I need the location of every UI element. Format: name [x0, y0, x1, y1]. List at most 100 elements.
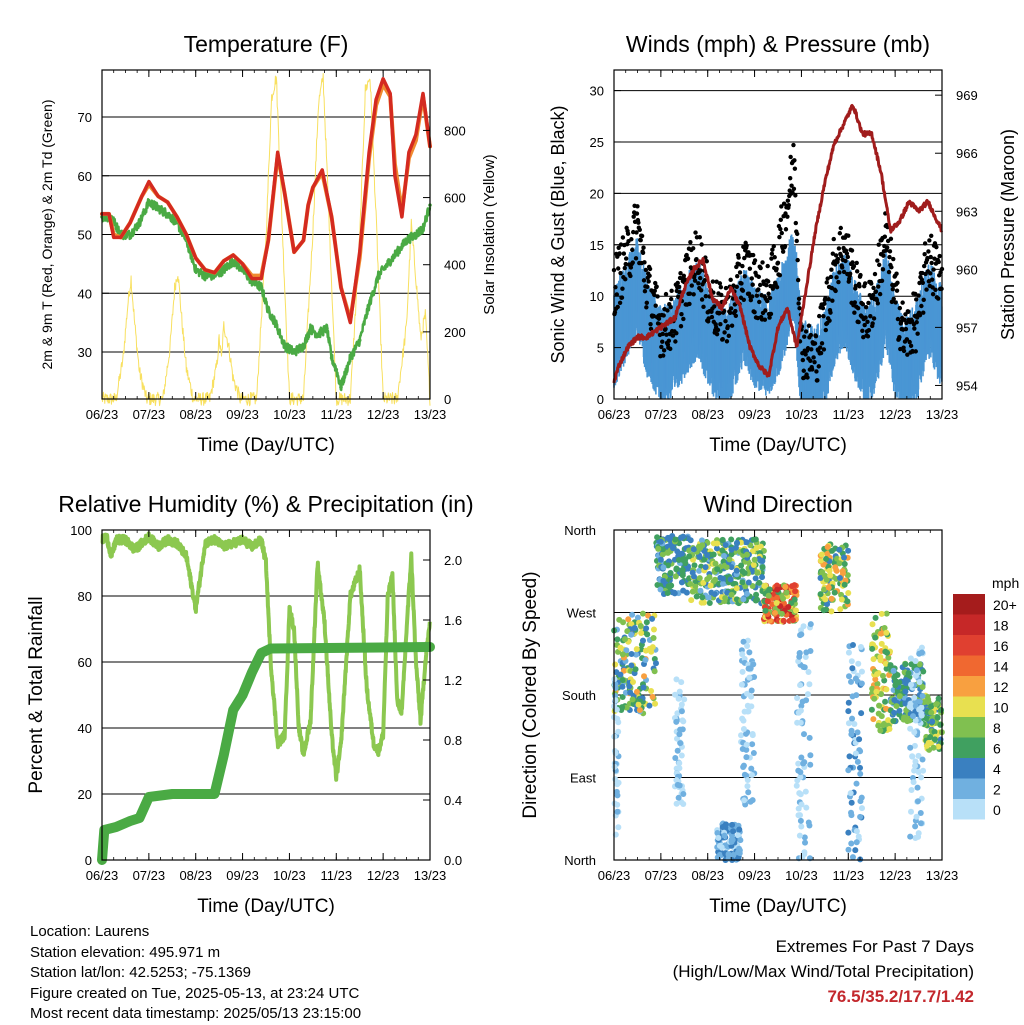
dewpoint-point	[203, 273, 207, 278]
direction-point	[928, 709, 935, 716]
direction-point	[733, 567, 740, 574]
direction-point	[740, 638, 747, 645]
chart-title: Winds (mph) & Pressure (mb)	[626, 31, 930, 57]
gust-point	[901, 348, 907, 354]
gust-point	[897, 335, 902, 340]
gust-point	[681, 316, 686, 322]
direction-point	[912, 672, 919, 679]
direction-point	[857, 770, 864, 777]
gust-point	[774, 285, 780, 290]
gust-point	[766, 291, 771, 296]
direction-point	[672, 536, 679, 543]
gust-point	[871, 316, 877, 321]
gust-point	[740, 263, 745, 269]
direction-point	[807, 752, 814, 759]
y-tick-label: 30	[590, 84, 604, 99]
direction-point	[657, 556, 664, 563]
gust-point	[796, 296, 802, 301]
direction-point	[744, 783, 751, 790]
y-tick-label: 10	[590, 289, 604, 304]
gust-point	[777, 272, 783, 278]
direction-point	[800, 623, 807, 630]
direction-point	[699, 594, 706, 601]
direction-point	[792, 588, 799, 595]
direction-point	[836, 575, 843, 582]
y-tick-label: 50	[78, 228, 92, 243]
x-axis-label: Time (Day/UTC)	[197, 435, 335, 456]
colorbar-swatch	[953, 635, 985, 656]
gust-point	[838, 225, 843, 231]
direction-point	[774, 586, 781, 593]
direction-point	[665, 562, 672, 569]
y2-tick-label: 960	[956, 262, 978, 277]
gust-point	[641, 245, 646, 250]
x-tick-label: 12/23	[879, 868, 912, 883]
gust-point	[615, 304, 620, 310]
gust-point	[718, 322, 723, 327]
gust-point	[659, 344, 664, 350]
direction-point	[649, 615, 656, 622]
direction-point	[795, 812, 802, 819]
direction-point	[877, 657, 884, 664]
direction-point	[848, 658, 855, 665]
gust-point	[748, 297, 754, 303]
direction-point	[892, 682, 899, 689]
direction-point	[928, 703, 935, 710]
direction-point	[915, 768, 922, 775]
x-axis-label: Time (Day/UTC)	[197, 896, 335, 917]
gust-point	[749, 276, 754, 281]
direction-point	[797, 774, 804, 781]
temperature-chart: Temperature (F) 06/23 07/23 08/23 09/23 10/23…	[39, 31, 498, 456]
direction-point	[679, 717, 686, 724]
gust-point	[846, 233, 851, 238]
direction-point	[818, 551, 825, 558]
direction-point	[925, 696, 932, 703]
direction-point	[869, 645, 876, 652]
gust-point	[747, 266, 753, 271]
gust-point	[704, 259, 709, 264]
direction-point	[722, 821, 729, 828]
direction-point	[907, 655, 914, 662]
direction-point	[648, 648, 655, 655]
direction-point	[677, 740, 684, 747]
direction-point	[849, 854, 856, 861]
gust-point	[826, 296, 831, 302]
direction-point	[676, 731, 683, 738]
direction-point	[612, 697, 619, 704]
direction-point	[877, 727, 884, 734]
direction-point	[726, 556, 733, 563]
y-tick-label: 15	[590, 238, 604, 253]
direction-point	[675, 556, 682, 563]
gust-point	[847, 271, 853, 276]
gust-point	[634, 211, 640, 216]
direction-point	[885, 717, 892, 724]
direction-point	[918, 774, 925, 781]
dewpoint-point	[386, 262, 390, 266]
direction-point	[841, 581, 848, 588]
gust-point	[623, 256, 629, 261]
gust-point	[821, 313, 826, 319]
x-tick-label: 06/23	[86, 407, 119, 422]
gust-point	[685, 256, 691, 261]
gust-point	[793, 193, 798, 198]
direction-point	[797, 632, 804, 639]
gust-point	[734, 284, 739, 290]
x-tick-label: 07/23	[645, 868, 678, 883]
dewpoint-point	[231, 259, 235, 263]
y-axis-label: 2m & 9m T (Red, Orange) & 2m Td (Green)	[39, 100, 55, 370]
gust-point	[880, 267, 886, 272]
direction-point	[852, 847, 859, 854]
gust-point	[698, 288, 704, 293]
direction-point	[622, 689, 629, 696]
direction-point	[743, 590, 750, 597]
gust-point	[744, 243, 749, 248]
gust-point	[829, 267, 834, 272]
gust-point	[795, 231, 800, 237]
direction-point	[752, 597, 759, 604]
winds-chart: Winds (mph) & Pressure (mb) 06/23 07/23 08/…	[548, 31, 1018, 456]
gust-point	[805, 375, 810, 380]
x-tick-label: 07/23	[133, 407, 166, 422]
direction-point	[802, 654, 809, 661]
direction-point	[918, 704, 925, 711]
direction-point	[796, 790, 803, 797]
